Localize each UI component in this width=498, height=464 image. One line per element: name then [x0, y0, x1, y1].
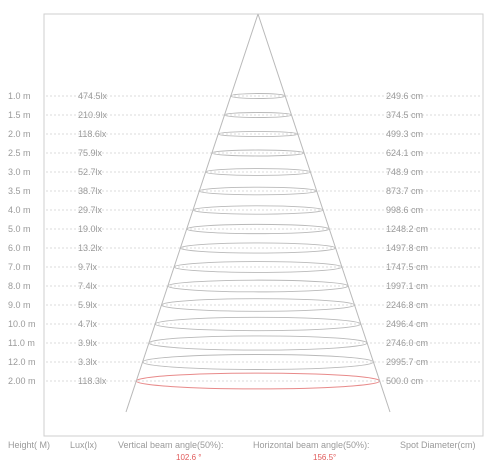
lux-value: 3.3lx [78, 357, 98, 367]
height-value: 2.5 m [8, 148, 31, 158]
lux-value: 118.6lx [78, 129, 107, 139]
beam-row: 5.0 m 19.0lx 1248.2 cm [8, 224, 480, 234]
beam-row: 3.0 m 52.7lx 748.9 cm [8, 167, 480, 177]
beam-row: 8.0 m 7.4lx 1997.1 cm [8, 281, 480, 291]
lux-value: 19.0lx [78, 224, 103, 234]
beam-row: 9.0 m 5.9lx 2246.8 cm [8, 300, 480, 310]
beam-row: 11.0 m 3.9lx 2746.0 cm [8, 338, 480, 348]
spot-diameter-value: 2496.4 cm [386, 319, 428, 329]
spot-diameter-value: 1747.5 cm [386, 262, 428, 272]
height-value: 12.0 m [8, 357, 36, 367]
lux-value: 4.7lx [78, 319, 98, 329]
beam-row: 6.0 m 13.2lx 1497.8 cm [8, 243, 480, 253]
diagram-frame [43, 13, 484, 437]
spot-diameter-value: 499.3 cm [386, 129, 423, 139]
height-value: 3.0 m [8, 167, 31, 177]
horizontal-beam-angle-value: 156.5° [313, 453, 337, 462]
beam-row: 10.0 m 4.7lx 2496.4 cm [8, 319, 480, 329]
beam-row: 4.0 m 29.7lx 998.6 cm [8, 205, 480, 215]
footer-labels: Height( M) Lux(lx) Vertical beam angle(5… [0, 440, 498, 452]
spot-diameter-value: 2246.8 cm [386, 300, 428, 310]
lux-value: 7.4lx [78, 281, 98, 291]
lux-column-label: Lux(lx) [70, 440, 98, 450]
beam-row: 7.0 m 9.7lx 1747.5 cm [8, 262, 480, 272]
height-value: 2.00 m [8, 376, 36, 386]
lux-value: 118.3lx [78, 376, 107, 386]
beam-row: 2.00 m 118.3lx 500.0 cm [8, 376, 480, 386]
beam-row: 1.5 m 210.9lx 374.5 cm [8, 110, 480, 120]
spot-diameter-label: Spot Diameter(cm) [400, 440, 476, 450]
lux-value: 29.7lx [78, 205, 103, 215]
height-value: 1.0 m [8, 91, 31, 101]
height-value: 11.0 m [8, 338, 35, 348]
height-value: 7.0 m [8, 262, 31, 272]
lux-value: 38.7lx [78, 186, 103, 196]
height-value: 1.5 m [8, 110, 31, 120]
height-column-label: Height( M) [8, 440, 51, 450]
height-value: 3.5 m [8, 186, 31, 196]
beam-row: 2.0 m 118.6lx 499.3 cm [8, 129, 480, 139]
spot-diameter-value: 1248.2 cm [386, 224, 428, 234]
spot-diameter-value: 1497.8 cm [386, 243, 428, 253]
footer-values: 102.6 ° 156.5° [0, 453, 498, 463]
height-value: 4.0 m [8, 205, 31, 215]
vertical-beam-angle-value: 102.6 ° [176, 453, 202, 462]
beam-edge-right [257, 13, 391, 413]
spot-diameter-value: 1997.1 cm [386, 281, 428, 291]
lux-value: 52.7lx [78, 167, 103, 177]
lux-value: 9.7lx [78, 262, 98, 272]
spot-diameter-value: 249.6 cm [386, 91, 423, 101]
beam-diagram: 1.0 m 474.5lx 249.6 cm 1.5 m 210.9lx 374.5 cm… [8, 13, 484, 437]
height-value: 10.0 m [8, 319, 36, 329]
beam-row: 2.5 m 75.9lx 624.1 cm [8, 148, 480, 158]
spot-diameter-value: 998.6 cm [386, 205, 423, 215]
height-value: 8.0 m [8, 281, 31, 291]
lux-value: 210.9lx [78, 110, 108, 120]
lux-value: 75.9lx [78, 148, 103, 158]
lux-value: 474.5lx [78, 91, 108, 101]
height-value: 9.0 m [8, 300, 31, 310]
spot-diameter-value: 624.1 cm [386, 148, 423, 158]
beam-row: 1.0 m 474.5lx 249.6 cm [8, 91, 480, 101]
beam-row: 3.5 m 38.7lx 873.7 cm [8, 186, 480, 196]
spot-diameter-value: 873.7 cm [386, 186, 423, 196]
spot-diameter-value: 500.0 cm [386, 376, 423, 386]
horizontal-beam-angle-label: Horizontal beam angle(50%): [253, 440, 370, 450]
beam-row: 12.0 m 3.3lx 2995.7 cm [8, 357, 480, 367]
lux-value: 3.9lx [78, 338, 98, 348]
height-value: 6.0 m [8, 243, 31, 253]
spot-diameter-value: 374.5 cm [386, 110, 423, 120]
spot-diameter-value: 748.9 cm [386, 167, 423, 177]
height-value: 2.0 m [8, 129, 31, 139]
spot-diameter-value: 2746.0 cm [386, 338, 428, 348]
lux-value: 5.9lx [78, 300, 98, 310]
beam-edge-left [125, 13, 259, 413]
lux-value: 13.2lx [78, 243, 103, 253]
vertical-beam-angle-label: Vertical beam angle(50%): [118, 440, 224, 450]
height-value: 5.0 m [8, 224, 31, 234]
spot-diameter-value: 2995.7 cm [386, 357, 428, 367]
